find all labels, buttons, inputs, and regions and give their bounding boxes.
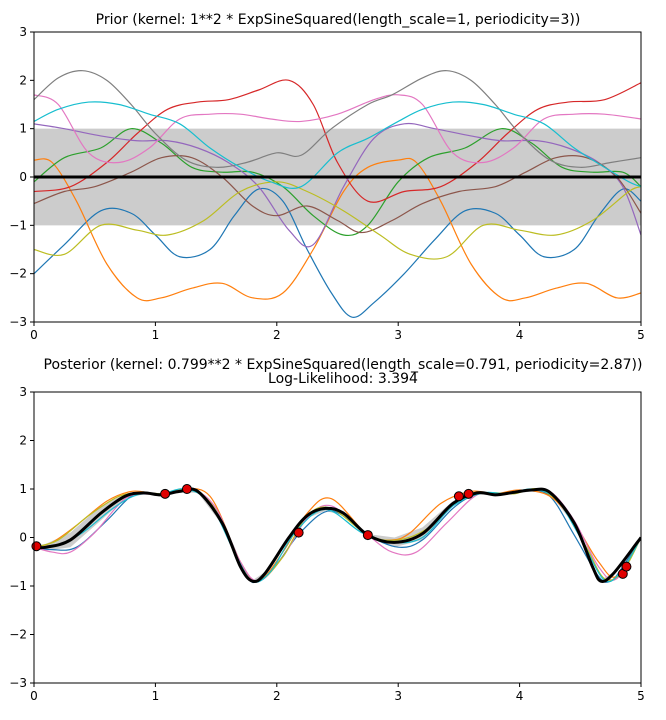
series-line-sample-4 bbox=[34, 79, 641, 203]
x-tick-label: 5 bbox=[637, 328, 645, 342]
plot-area bbox=[34, 70, 641, 318]
x-tick-label: 1 bbox=[152, 689, 160, 703]
observation-point bbox=[160, 488, 171, 499]
x-tick-label: 0 bbox=[30, 689, 38, 703]
y-tick-label: −1 bbox=[9, 218, 27, 232]
series-line-sample-1 bbox=[34, 489, 641, 584]
posterior-chart: Posterior (kernel: 0.799**2 * ExpSineSqu… bbox=[9, 357, 645, 703]
y-tick-label: −2 bbox=[9, 267, 27, 281]
y-tick-label: 1 bbox=[19, 122, 27, 136]
x-tick-label: 4 bbox=[516, 328, 524, 342]
x-tick-label: 0 bbox=[30, 328, 38, 342]
series-line-sample-8 bbox=[34, 70, 641, 168]
observation-point bbox=[453, 491, 464, 502]
observation-point bbox=[31, 541, 42, 552]
x-tick-label: 3 bbox=[394, 689, 402, 703]
y-tick-label: 2 bbox=[19, 73, 27, 87]
series-line-sample-9 bbox=[34, 181, 641, 260]
observation-point bbox=[621, 561, 632, 572]
y-tick-label: −1 bbox=[9, 579, 27, 593]
y-tick-label: 0 bbox=[19, 531, 27, 545]
series-line-sample-7 bbox=[34, 94, 641, 164]
series-line-sample-10 bbox=[34, 101, 641, 190]
observation-point bbox=[293, 527, 304, 538]
y-tick-label: 1 bbox=[19, 482, 27, 496]
series-line-sample-2 bbox=[34, 157, 641, 302]
x-tick-label: 5 bbox=[637, 689, 645, 703]
posterior-chart-subtitle: Log-Likelihood: 3.394 bbox=[268, 371, 418, 387]
plot-area bbox=[34, 487, 641, 584]
series-line-sample-1 bbox=[34, 187, 641, 318]
x-tick-label: 2 bbox=[273, 328, 281, 342]
x-tick-label: 3 bbox=[394, 328, 402, 342]
y-tick-label: 2 bbox=[19, 434, 27, 448]
prior-chart: Prior (kernel: 1**2 * ExpSineSquared(len… bbox=[9, 12, 645, 342]
observation-point bbox=[463, 488, 474, 499]
observation-point bbox=[181, 484, 192, 494]
series-line-sample-2 bbox=[34, 488, 641, 582]
series-line-sample-5 bbox=[34, 122, 641, 248]
x-tick-label: 2 bbox=[273, 689, 281, 703]
y-tick-label: 3 bbox=[19, 25, 27, 39]
mean-line bbox=[34, 487, 641, 584]
observation-point bbox=[362, 530, 373, 541]
series-line-sample-6 bbox=[34, 154, 641, 234]
y-tick-label: 0 bbox=[19, 170, 27, 184]
y-tick-label: −3 bbox=[9, 315, 27, 329]
y-tick-label: −2 bbox=[9, 628, 27, 642]
axes-frame bbox=[33, 391, 642, 684]
x-tick-label: 1 bbox=[152, 328, 160, 342]
prior-chart-title: Prior (kernel: 1**2 * ExpSineSquared(len… bbox=[96, 12, 581, 28]
y-tick-label: 3 bbox=[19, 385, 27, 399]
posterior-chart-title: Posterior (kernel: 0.799**2 * ExpSineSqu… bbox=[44, 357, 643, 373]
x-tick-label: 4 bbox=[516, 689, 524, 703]
y-tick-label: −3 bbox=[9, 676, 27, 690]
